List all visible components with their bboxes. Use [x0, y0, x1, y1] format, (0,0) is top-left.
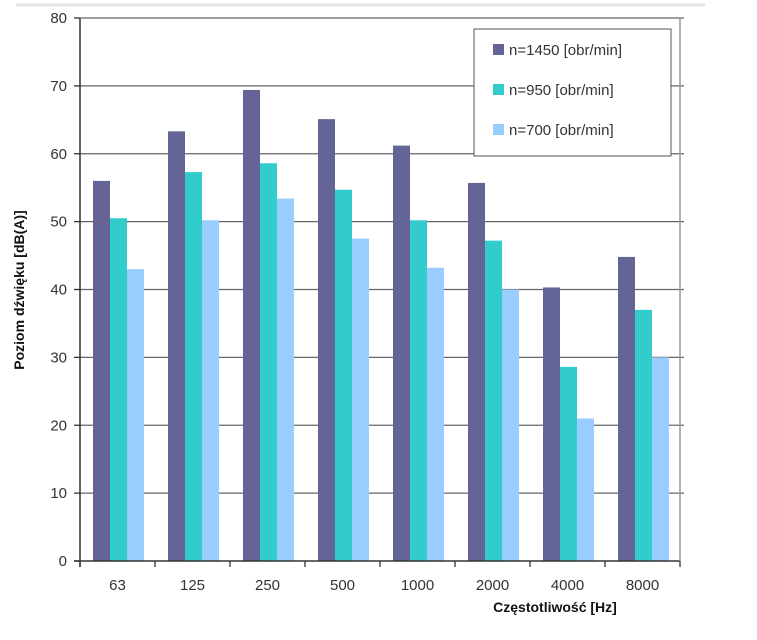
y-tick-label: 70: [50, 78, 67, 95]
x-tick-label: 2000: [476, 577, 509, 594]
bar-500-series-0: [318, 119, 335, 561]
y-tick-label: 10: [50, 485, 67, 502]
bar-63-series-0: [93, 180, 110, 561]
x-axis-title: Częstotliwość [Hz]: [493, 599, 617, 615]
legend-box: [473, 28, 672, 157]
bar-125-series-0: [168, 131, 185, 561]
legend-swatch-1450: [493, 44, 504, 55]
y-tick-label: 0: [59, 553, 67, 570]
y-axis-title: Poziom dźwięku [dB(A)]: [11, 210, 27, 369]
y-tick-label: 40: [50, 282, 67, 299]
bar-2000-series-0: [468, 182, 485, 561]
x-tick-labels: 63 125 250 500 1000 2000 4000 8000: [109, 577, 659, 594]
x-tick-label: 8000: [626, 577, 659, 594]
y-tick-labels: 0 10 20 30 40 50 60 70 80: [50, 10, 67, 570]
bar-1000-series-1: [410, 220, 427, 561]
bar-500-series-2: [352, 238, 369, 561]
bar-250-series-0: [243, 89, 260, 561]
x-tick-label: 125: [180, 577, 205, 594]
x-tick-label: 4000: [551, 577, 584, 594]
bars: [93, 89, 669, 562]
axes: [74, 17, 681, 567]
x-tick-label: 63: [109, 577, 126, 594]
y-tick-label: 30: [50, 349, 67, 366]
bar-500-series-1: [335, 189, 352, 561]
y-tick-label: 60: [50, 146, 67, 163]
bar-125-series-2: [202, 220, 219, 561]
y-tick-label: 50: [50, 214, 67, 231]
x-tick-label: 1000: [401, 577, 434, 594]
bar-125-series-1: [185, 172, 202, 562]
legend-label-700: n=700 [obr/min]: [509, 122, 614, 139]
legend-label-950: n=950 [obr/min]: [509, 82, 614, 99]
bar-63-series-2: [127, 269, 144, 561]
legend-swatch-950: [493, 84, 504, 95]
legend: n=1450 [obr/min] n=950 [obr/min] n=700 […: [473, 28, 672, 157]
legend-swatch-700: [493, 124, 504, 135]
legend-label-1450: n=1450 [obr/min]: [509, 42, 622, 59]
bar-4000-series-2: [577, 418, 594, 561]
bar-1000-series-2: [427, 267, 444, 561]
bar-250-series-2: [277, 198, 294, 562]
y-tick-label: 20: [50, 417, 67, 434]
bar-63-series-1: [110, 218, 127, 561]
y-tick-label: 80: [50, 10, 67, 27]
x-tick-label: 250: [255, 577, 280, 594]
bar-250-series-1: [260, 163, 277, 561]
bar-2000-series-1: [485, 240, 502, 561]
bar-8000-series-2: [652, 357, 669, 561]
bar-2000-series-2: [502, 289, 519, 561]
bar-8000-series-1: [635, 309, 652, 561]
bar-1000-series-0: [393, 145, 410, 562]
bar-4000-series-0: [543, 287, 560, 561]
bar-8000-series-0: [618, 256, 635, 561]
x-tick-label: 500: [330, 577, 355, 594]
bar-4000-series-1: [560, 366, 577, 561]
